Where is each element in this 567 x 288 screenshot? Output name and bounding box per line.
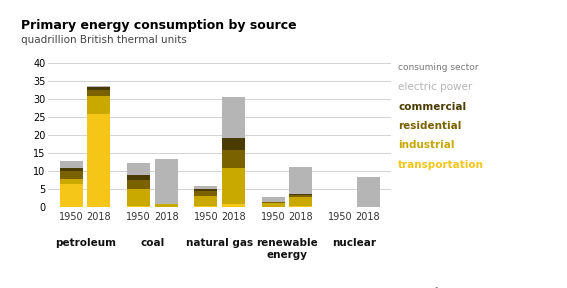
Bar xyxy=(155,204,177,207)
Text: consuming sector: consuming sector xyxy=(398,63,479,72)
Text: commercial: commercial xyxy=(398,101,466,111)
Text: residential: residential xyxy=(398,121,462,131)
Bar xyxy=(60,184,83,207)
Text: transportation: transportation xyxy=(398,160,484,170)
Text: industrial: industrial xyxy=(398,140,455,150)
Text: coal: coal xyxy=(140,238,164,248)
Bar xyxy=(357,177,379,207)
Bar xyxy=(60,179,83,184)
Bar xyxy=(87,114,111,207)
Bar xyxy=(262,197,285,202)
Bar xyxy=(60,168,83,171)
Bar xyxy=(155,159,177,204)
Bar xyxy=(222,138,245,150)
Text: Primary energy consumption by source: Primary energy consumption by source xyxy=(21,19,297,32)
Bar xyxy=(87,96,111,114)
Bar xyxy=(194,206,217,207)
Bar xyxy=(127,190,150,206)
Bar xyxy=(87,90,111,96)
Bar xyxy=(289,206,312,207)
Bar xyxy=(60,171,83,179)
Bar xyxy=(127,175,150,180)
Text: petroleum: petroleum xyxy=(54,238,116,248)
Bar xyxy=(222,150,245,168)
Bar xyxy=(289,197,312,206)
Bar xyxy=(222,204,245,207)
Bar xyxy=(289,194,312,195)
Bar xyxy=(127,163,150,175)
Bar xyxy=(194,189,217,191)
Bar xyxy=(87,86,111,88)
Bar xyxy=(222,168,245,204)
Bar xyxy=(194,186,217,189)
Bar xyxy=(222,97,245,138)
Bar xyxy=(127,180,150,190)
Text: electric power: electric power xyxy=(398,82,472,92)
Bar xyxy=(194,196,217,206)
Bar xyxy=(127,206,150,207)
Text: nuclear: nuclear xyxy=(332,238,376,248)
Text: quadrillion British thermal units: quadrillion British thermal units xyxy=(21,35,187,45)
Text: natural gas: natural gas xyxy=(186,238,253,248)
Text: renewable
energy: renewable energy xyxy=(256,238,318,259)
Bar xyxy=(262,203,285,207)
Bar xyxy=(60,161,83,168)
Bar xyxy=(87,88,111,90)
Bar xyxy=(289,167,312,194)
Text: eia: eia xyxy=(425,287,447,288)
Bar xyxy=(289,195,312,197)
Bar xyxy=(194,191,217,196)
Bar xyxy=(262,202,285,203)
